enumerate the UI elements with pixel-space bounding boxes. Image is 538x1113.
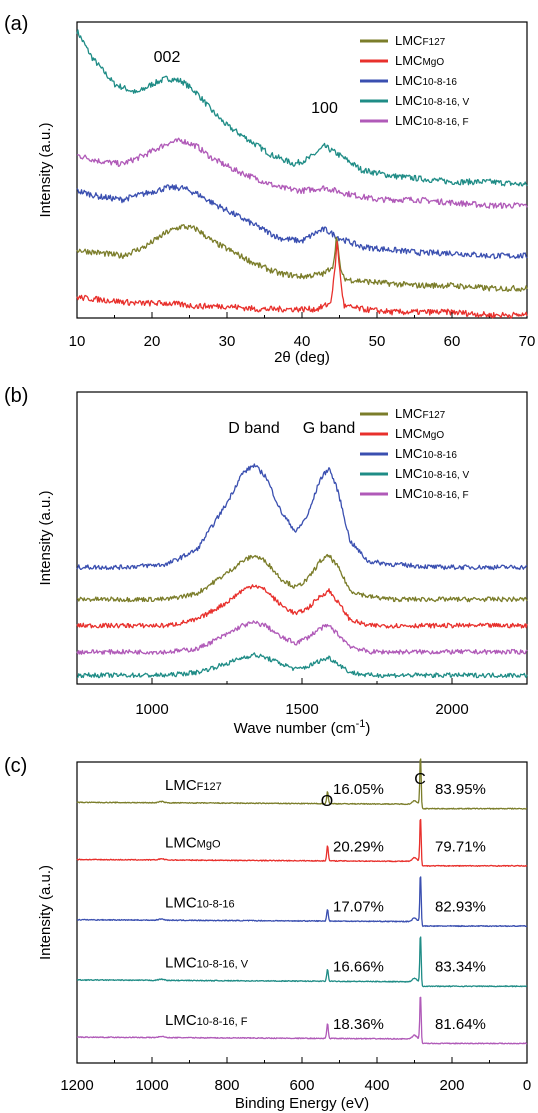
x-tick-label: 0 [523,1077,531,1094]
series-line-LMC_10-8-16 [76,184,528,260]
y-axis-label: Intensity (a.u.) [37,490,54,585]
x-tick-label: 40 [294,333,311,350]
series-line-LMC_10-8-16_F [76,137,528,209]
series-label: LMC10-8-16, V [165,955,249,972]
annotation-o: O [321,793,333,810]
o-percentage: 16.66% [333,959,384,976]
annotation-g-band: G band [303,420,355,437]
c-percentage: 83.95% [435,781,486,798]
series-line-LMC_F127 [76,224,528,292]
x-tick-label: 50 [369,333,386,350]
y-axis-label: Intensity (a.u.) [37,122,54,217]
x-axis-label: 2θ (deg) [274,349,330,366]
legend-entry: LMCF127 [395,33,446,48]
c-percentage: 83.34% [435,959,486,976]
c-percentage: 79.71% [435,838,486,855]
legend-entry: LMCMgO [395,426,444,441]
series-line-LMC_10-8-16_V [76,936,528,988]
series-line-LMC_10-8-16 [76,463,528,571]
o-percentage: 18.36% [333,1016,384,1033]
legend-entry: LMC10-8-16, F [395,113,469,128]
legend-entry: LMC10-8-16 [395,446,457,461]
c-percentage: 81.64% [435,1016,486,1033]
series-line-LMC_MgO [76,240,528,319]
annotation-100: 100 [311,100,338,117]
x-tick-label: 60 [444,333,461,350]
annotation-002: 002 [154,49,181,66]
x-tick-label: 600 [289,1077,314,1094]
x-tick-label: 1500 [285,701,318,718]
x-tick-label: 1200 [60,1077,93,1094]
x-axis-label: Binding Energy (eV) [235,1095,369,1112]
series-label: LMC10-8-16 [165,895,235,912]
plot-frame [76,21,528,319]
x-tick-label: 200 [439,1077,464,1094]
x-tick-label: 2000 [435,701,468,718]
legend-entry: LMC10-8-16 [395,73,457,88]
legend-entry: LMC10-8-16, V [395,93,469,108]
series-label: LMCMgO [165,834,221,851]
legend-entry: LMC10-8-16, F [395,486,469,501]
x-tick-label: 70 [519,333,536,350]
series-line-LMC_10-8-16_V [76,29,528,187]
o-percentage: 17.07% [333,899,384,916]
series-line-LMC_MgO [76,584,528,629]
x-tick-label: 1000 [135,1077,168,1094]
o-percentage: 20.29% [333,838,384,855]
series-label: LMCF127 [165,777,222,794]
x-axis-label: Wave number (cm-1) [234,718,371,737]
series-line-LMC_10-8-16 [76,876,528,928]
x-tick-label: 20 [144,333,161,350]
legend-entry: LMCMgO [395,53,444,68]
series-line-LMC_F127 [77,553,528,603]
panel-2: (b) Intensity (a.u.) 1000 1500 2000 D band G b… [4,385,528,737]
x-tick-label: 1000 [135,701,168,718]
annotation-d-band: D band [228,420,280,437]
x-tick-label: 30 [219,333,236,350]
o-percentage: 16.05% [333,781,384,798]
series-line-LMC_MgO [76,818,528,867]
annotation-c: C [414,771,426,788]
legend-entry: LMC10-8-16, V [395,466,469,481]
x-tick-label: 10 [69,333,86,350]
series-line-LMC_F127 [76,758,528,810]
series-line-LMC_10-8-16_F [76,620,528,655]
panel-label: (c) [4,755,27,777]
panel-1: (a) Intensity (a.u.) 10 20 30 40 50 60 70 002 100 L… [4,13,535,350]
series-line-LMC_10-8-16_F [76,996,528,1045]
series-label: LMC10-8-16, F [165,1012,248,1029]
x-tick-label: 400 [364,1077,389,1094]
y-axis-label: Intensity (a.u.) [37,865,54,960]
series-line-LMC_10-8-16_V [76,652,528,679]
x-tick-label: 800 [214,1077,239,1094]
legend-entry: LMCF127 [395,406,446,421]
panel-3: (c) Intensity (a.u.) 1200 1000 800 600 400 200 0… [4,755,531,1112]
c-percentage: 82.93% [435,899,486,916]
panel-label: (a) [4,13,28,35]
panel-label: (b) [4,385,28,407]
